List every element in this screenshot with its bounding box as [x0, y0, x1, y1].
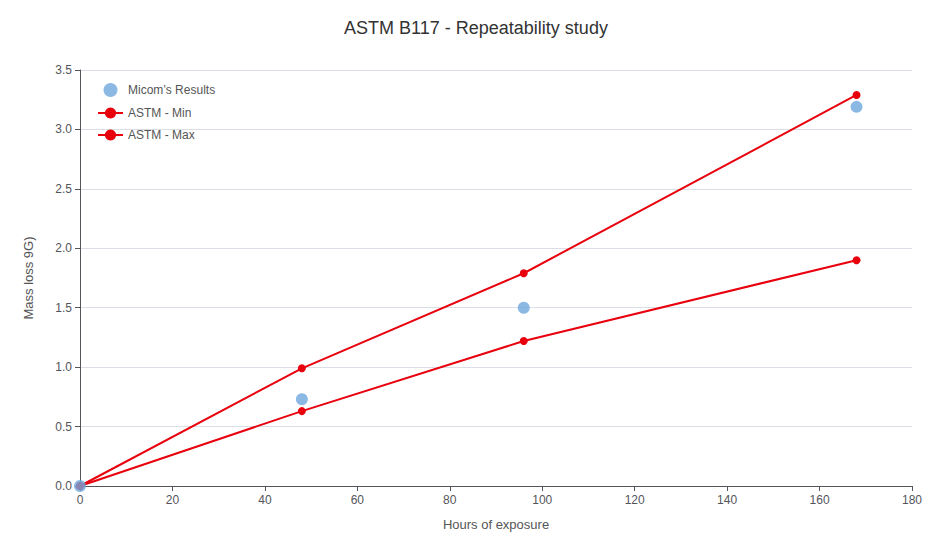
svg-text:160: 160: [810, 493, 830, 507]
svg-text:ASTM B117 - Repeatability stud: ASTM B117 - Repeatability study: [344, 18, 608, 38]
svg-text:1.0: 1.0: [55, 360, 72, 374]
svg-text:1.5: 1.5: [55, 301, 72, 315]
svg-text:100: 100: [532, 493, 552, 507]
svg-text:Hours of exposure: Hours of exposure: [443, 517, 549, 532]
svg-text:Mass loss 9G): Mass loss 9G): [21, 236, 36, 319]
svg-text:140: 140: [717, 493, 737, 507]
svg-text:80: 80: [443, 493, 457, 507]
svg-text:ASTM - Max: ASTM - Max: [128, 128, 195, 142]
svg-text:0.0: 0.0: [55, 479, 72, 493]
svg-text:2.5: 2.5: [55, 182, 72, 196]
svg-text:0: 0: [77, 493, 84, 507]
svg-text:0.5: 0.5: [55, 420, 72, 434]
svg-text:180: 180: [902, 493, 922, 507]
svg-text:60: 60: [351, 493, 365, 507]
svg-text:3.0: 3.0: [55, 122, 72, 136]
svg-text:20: 20: [166, 493, 180, 507]
svg-text:120: 120: [625, 493, 645, 507]
svg-text:40: 40: [258, 493, 272, 507]
svg-text:ASTM - Min: ASTM - Min: [128, 106, 191, 120]
svg-text:2.0: 2.0: [55, 241, 72, 255]
svg-text:Micom’s Results: Micom’s Results: [128, 83, 215, 97]
svg-text:3.5: 3.5: [55, 63, 72, 77]
